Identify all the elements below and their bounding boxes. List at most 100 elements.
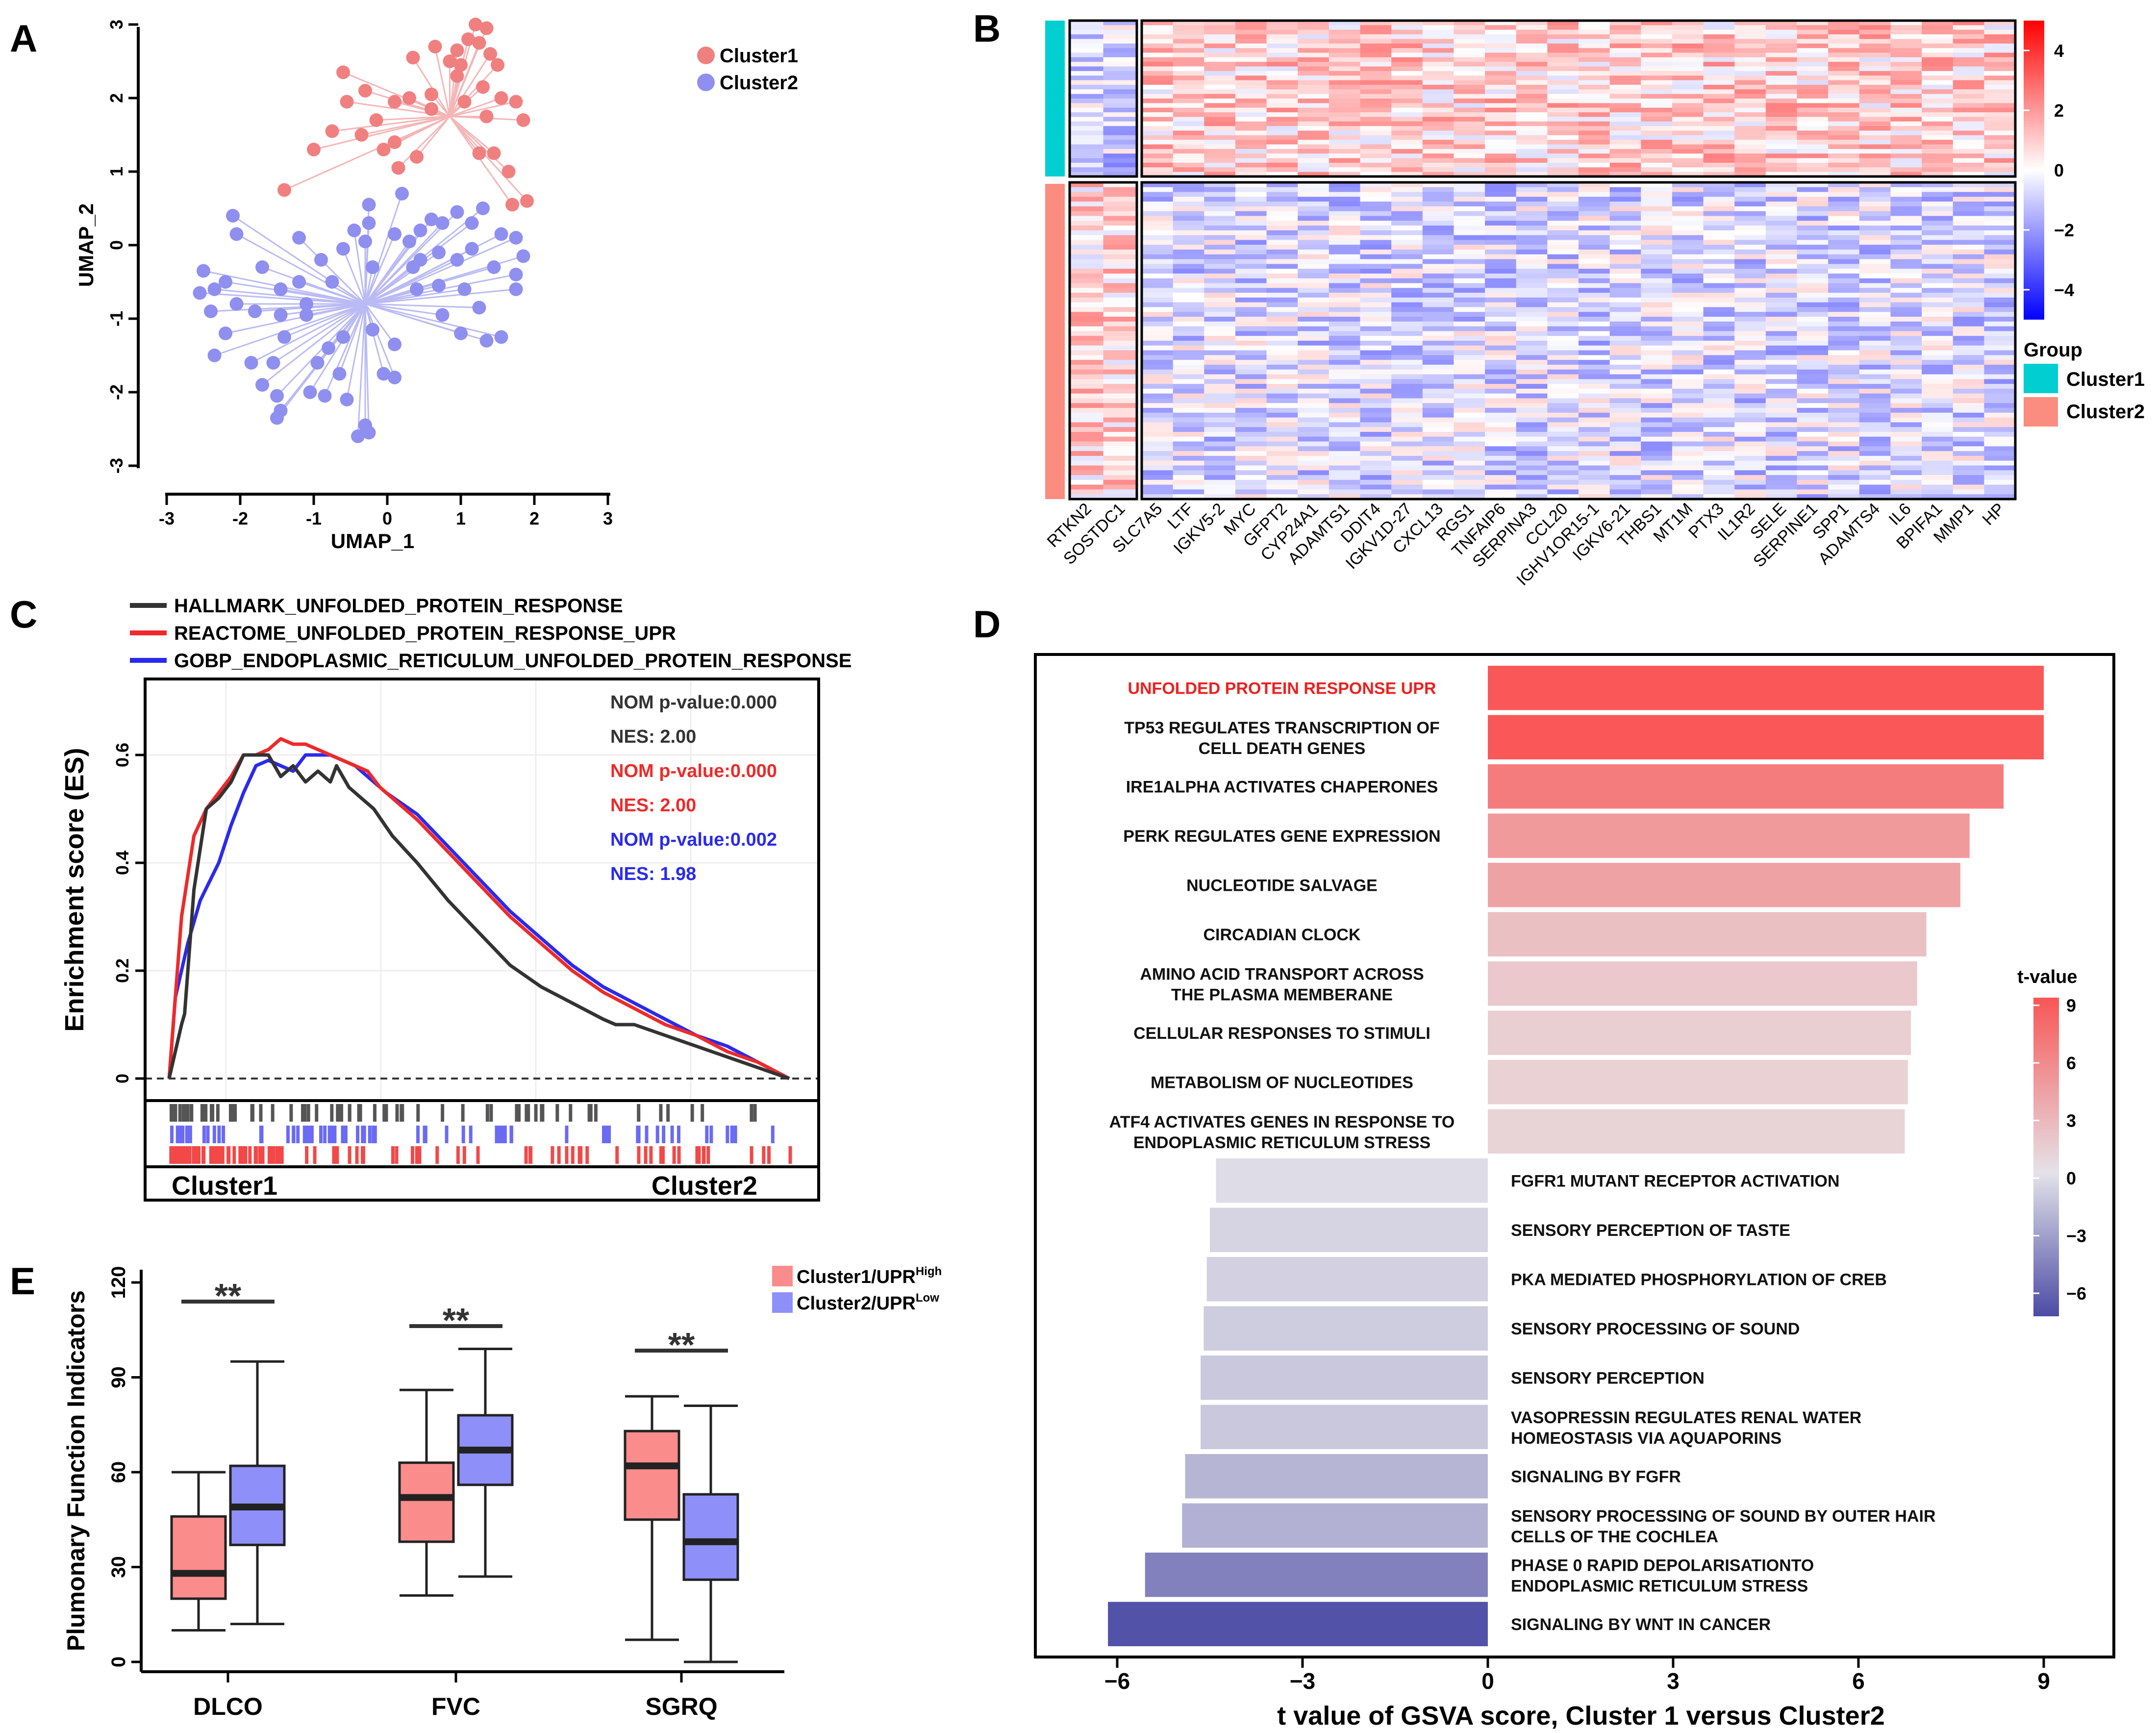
- heatmap-cell: [1609, 192, 1641, 197]
- heatmap-cell: [1422, 187, 1454, 193]
- heatmap-cell: [1984, 167, 2016, 173]
- heatmap-cell: [1485, 436, 1517, 442]
- heatmap-cell: [1984, 75, 2016, 81]
- heatmap-cell: [1703, 475, 1735, 480]
- heatmap-cell: [1204, 379, 1236, 384]
- heatmap-cell: [1797, 302, 1829, 308]
- heatmap-cell: [1922, 187, 1954, 193]
- heatmap-cell: [1922, 341, 1954, 346]
- heatmap-cell: [1391, 331, 1423, 336]
- heatmap-cell: [1984, 436, 2016, 442]
- heatmap-cell: [1734, 144, 1766, 150]
- heatmap-cell: [1204, 197, 1236, 202]
- heatmap-cell: [1547, 312, 1579, 317]
- heatmap-cell: [1103, 369, 1137, 375]
- heatmap-cell: [1204, 117, 1236, 122]
- heatmap-cell: [1828, 345, 1860, 351]
- group-legend-swatch-cluster1: [2024, 364, 2058, 393]
- heatmap-cell: [1828, 158, 1860, 163]
- heatmap-cell: [1890, 187, 1922, 193]
- heatmap-cell: [1329, 84, 1361, 90]
- gsea-hit-mark: [733, 1126, 737, 1143]
- umap-x-tick-label: -3: [159, 508, 175, 528]
- heatmap-cell: [1103, 388, 1137, 394]
- heatmap-cell: [1360, 153, 1392, 159]
- heatmap-cell: [1235, 62, 1267, 67]
- heatmap-cell: [1485, 25, 1517, 30]
- heatmap-cell: [1454, 187, 1485, 193]
- heatmap-cell: [1422, 230, 1454, 236]
- heatmap-cell: [1859, 62, 1891, 67]
- heatmap-cell: [1859, 29, 1891, 35]
- heatmap-cell: [1204, 201, 1236, 207]
- heatmap-cell: [1579, 269, 1610, 274]
- heatmap-cell: [1298, 455, 1329, 461]
- heatmap-cell: [1797, 162, 1829, 168]
- heatmap-cell: [1828, 336, 1860, 341]
- gsea-y-tick-label: 0: [112, 1074, 132, 1083]
- heatmap-cell: [1142, 71, 1174, 76]
- group-legend-title: Group: [2024, 339, 2082, 361]
- heatmap-cell: [1859, 484, 1891, 490]
- umap-link-cluster2: [306, 303, 366, 316]
- heatmap-cell: [1797, 66, 1829, 72]
- heatmap-cell: [1547, 489, 1579, 495]
- heatmap-cell: [1298, 21, 1329, 25]
- heatmap-cell: [1984, 475, 2016, 480]
- heatmap-cell: [1329, 374, 1361, 379]
- gsea-hit-mark: [212, 1126, 216, 1143]
- heatmap-cell: [1391, 153, 1423, 159]
- heatmap-cell: [1734, 121, 1766, 126]
- gsea-hit-mark: [706, 1146, 710, 1164]
- heatmap-cell: [1142, 297, 1174, 303]
- heatmap-cell: [1142, 374, 1174, 379]
- gsva-bar: [1488, 912, 1927, 956]
- heatmap-cell: [1266, 273, 1298, 279]
- heatmap-cell: [1360, 264, 1392, 269]
- umap-link-cluster2: [364, 303, 396, 345]
- gsea-stat-text: NES: 2.00: [610, 727, 696, 747]
- group-legend-label-cluster2: Cluster2: [2066, 401, 2145, 423]
- heatmap-cell: [1329, 484, 1361, 490]
- heatmap-cell: [1984, 331, 2016, 336]
- gsva-bar: [1488, 1010, 1911, 1055]
- heatmap-cell: [1235, 475, 1267, 480]
- heatmap-cell: [1329, 403, 1361, 408]
- umap-x-title: UMAP_1: [331, 529, 414, 553]
- heatmap-cell: [1765, 21, 1798, 25]
- umap-x-tick-label: 3: [603, 508, 613, 528]
- heatmap-cell: [1984, 278, 2016, 284]
- gsea-hit-mark: [209, 1104, 213, 1122]
- heatmap-cell: [1485, 29, 1517, 35]
- heatmap-cell: [1142, 187, 1174, 193]
- heatmap-cell: [1454, 240, 1485, 245]
- heatmap-cell: [1547, 167, 1579, 173]
- heatmap-cell: [1103, 360, 1137, 365]
- heatmap-cell: [1173, 149, 1204, 154]
- umap-point-cluster2: [476, 201, 490, 215]
- heatmap-cell: [1266, 94, 1298, 99]
- heatmap-cell: [1890, 197, 1922, 202]
- heatmap-cell: [1235, 89, 1267, 95]
- heatmap-cell: [1703, 201, 1735, 207]
- heatmap-cell: [1204, 451, 1236, 456]
- heatmap-cell: [1922, 312, 1954, 317]
- heatmap-cell: [1454, 489, 1485, 495]
- gsva-pathway-label: METABOLISM OF NUCLEOTIDES: [1151, 1073, 1413, 1092]
- heatmap-cell: [1579, 89, 1610, 95]
- heatmap-cell: [1672, 489, 1704, 495]
- heatmap-cell: [1360, 446, 1392, 452]
- heatmap-cell: [1765, 408, 1798, 413]
- heatmap-cell: [1204, 422, 1236, 427]
- heatmap-cell: [1454, 355, 1485, 360]
- heatmap-block-bottom-right: [1140, 181, 2017, 501]
- heatmap-cell: [1329, 21, 1361, 25]
- heatmap-cell: [1859, 75, 1891, 81]
- heatmap-cell: [1734, 369, 1766, 375]
- heatmap-cell: [1329, 388, 1361, 394]
- heatmap-cell: [1703, 384, 1735, 389]
- heatmap-cell: [1765, 379, 1798, 384]
- heatmap-cell: [1953, 62, 1984, 67]
- heatmap-cell: [1298, 326, 1329, 332]
- heatmap-cell: [1391, 192, 1423, 197]
